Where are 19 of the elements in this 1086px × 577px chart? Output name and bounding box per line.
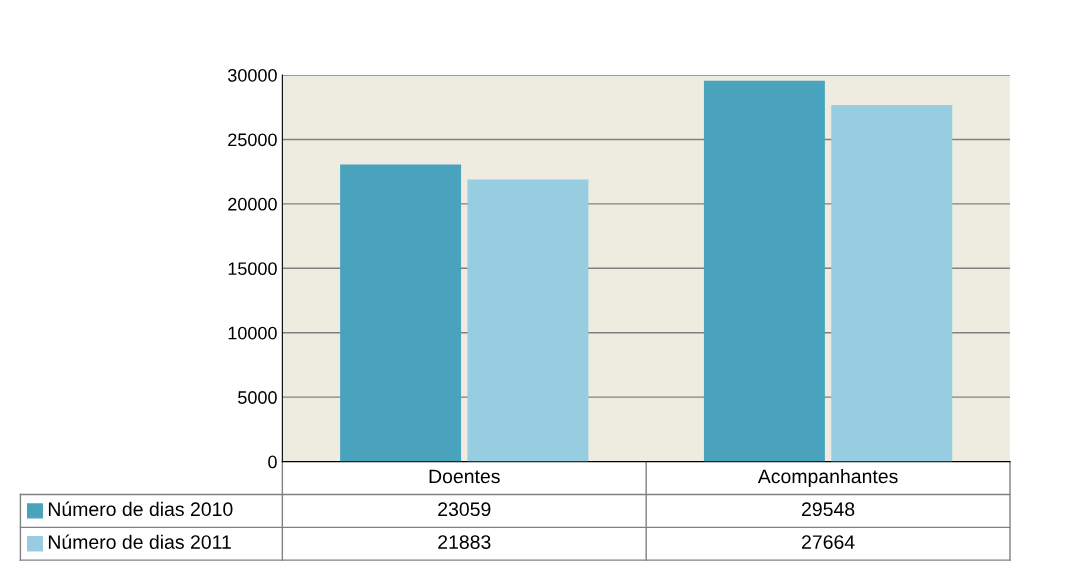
y-tick-label: 20000 (228, 197, 277, 211)
y-tick-label: 15000 (228, 262, 277, 276)
bar (340, 164, 462, 462)
data-label: 27664 (802, 535, 855, 549)
x-tick-label: Acompanhantes (757, 468, 898, 488)
legend-label: Número de dias 2010 (48, 501, 233, 517)
data-label: 21883 (438, 535, 491, 549)
legend-label: Número de dias 2011 (48, 534, 231, 549)
y-tick-label: 0 (268, 455, 277, 469)
bar (467, 179, 589, 462)
data-label: 29548 (802, 502, 855, 517)
y-tick-label: 25000 (228, 133, 277, 147)
x-tick-label: Doentes (429, 469, 500, 484)
data-label: 23059 (438, 502, 491, 517)
bar (831, 105, 953, 462)
y-tick-label: 10000 (228, 326, 277, 340)
bar (703, 80, 825, 462)
y-tick-label: 5000 (238, 391, 277, 404)
y-tick-label: 30000 (227, 68, 277, 82)
